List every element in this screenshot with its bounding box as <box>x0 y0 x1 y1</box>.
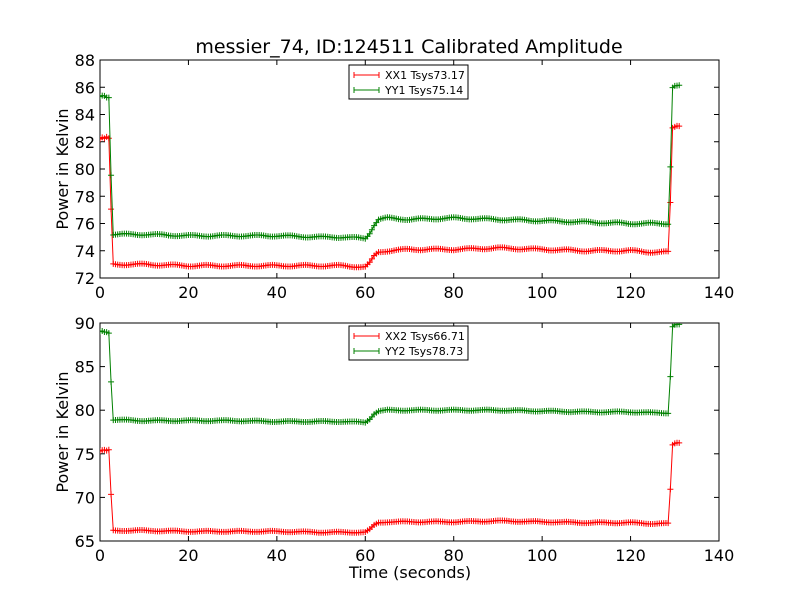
data-point <box>667 199 674 206</box>
legend-marker <box>353 333 380 339</box>
x-tick-label: 0 <box>95 283 105 302</box>
bottom-panel: 0 20 40 60 80 100 120 140 65 70 75 80 85 90 Power in K… <box>53 314 734 565</box>
data-point <box>667 373 674 380</box>
y-axis-label: Power in Kelvin <box>53 108 72 229</box>
x-tick-label: 20 <box>178 546 198 565</box>
legend-marker <box>353 348 380 354</box>
data-point <box>108 491 115 498</box>
data-point <box>105 446 112 453</box>
y-tick-label: 80 <box>75 401 95 420</box>
x-axis-label: Time (seconds) <box>348 563 471 582</box>
data-point <box>105 330 112 337</box>
x-tick-label: 120 <box>615 546 646 565</box>
legend-label: YY2 Tsys78.73 <box>384 345 463 358</box>
x-tick-label: 100 <box>527 546 558 565</box>
data-point <box>368 255 375 262</box>
legend-label: YY1 Tsys75.14 <box>384 84 463 97</box>
legend-box <box>348 64 469 100</box>
plot-area <box>100 82 683 271</box>
data-point <box>108 172 115 179</box>
top-panel: 0 20 40 60 80 100 120 140 72 74 76 78 80 82 84 86 88 Powe… <box>53 51 734 302</box>
legend-marker <box>353 87 380 93</box>
plot-area <box>100 323 683 536</box>
data-point <box>665 248 672 255</box>
y-tick-label: 86 <box>75 78 95 97</box>
data-point <box>105 94 112 101</box>
y-tick-label: 78 <box>75 187 95 206</box>
data-point <box>366 230 373 237</box>
data-point <box>665 221 672 228</box>
y-axis-label: Power in Kelvin <box>53 371 72 492</box>
data-point <box>676 439 683 446</box>
data-point <box>676 123 683 130</box>
legend-box <box>348 325 469 361</box>
x-tick-label: 80 <box>444 283 464 302</box>
legend-marker <box>353 72 380 78</box>
data-point <box>676 323 683 328</box>
data-point <box>108 206 115 213</box>
legend-label: XX2 Tsys66.71 <box>385 330 465 343</box>
x-tick-label: 60 <box>355 546 375 565</box>
plot-frame <box>99 322 720 542</box>
data-point <box>665 520 672 527</box>
y-tick-label: 74 <box>75 242 95 261</box>
y-tick-label: 84 <box>75 106 95 125</box>
chart-title: messier_74, ID:124511 Calibrated Amplitu… <box>195 36 622 58</box>
y-tick-label: 82 <box>75 133 95 152</box>
data-point <box>105 135 112 142</box>
x-tick-label: 20 <box>178 283 198 302</box>
x-tick-label: 100 <box>527 283 558 302</box>
data-point <box>667 486 674 493</box>
data-point <box>366 259 373 266</box>
y-tick-label: 65 <box>75 532 95 551</box>
data-point <box>676 82 683 89</box>
legend-label: XX1 Tsys73.17 <box>385 69 465 82</box>
y-tick-label: 80 <box>75 160 95 179</box>
data-point <box>368 226 375 233</box>
y-tick-label: 70 <box>75 488 95 507</box>
x-tick-label: 140 <box>704 546 735 565</box>
y-tick-label: 85 <box>75 358 95 377</box>
x-tick-label: 40 <box>267 283 287 302</box>
x-tick-label: 120 <box>615 283 646 302</box>
x-tick-label: 60 <box>355 283 375 302</box>
y-tick-label: 88 <box>75 51 95 70</box>
data-point <box>665 410 672 417</box>
x-tick-label: 140 <box>704 283 735 302</box>
x-tick-label: 0 <box>95 546 105 565</box>
x-tick-label: 40 <box>267 546 287 565</box>
y-tick-label: 90 <box>75 314 95 333</box>
series-line-1 <box>100 125 680 268</box>
data-point <box>108 378 115 385</box>
data-point <box>373 219 380 226</box>
legend: XX1 Tsys73.17 YY1 Tsys75.14 <box>348 64 469 100</box>
y-tick-label: 72 <box>75 269 95 288</box>
y-tick-label: 75 <box>75 445 95 464</box>
data-point <box>667 163 674 170</box>
x-tick-label: 80 <box>444 546 464 565</box>
y-tick-label: 76 <box>75 215 95 234</box>
legend: XX2 Tsys66.71 YY2 Tsys78.73 <box>348 325 469 361</box>
